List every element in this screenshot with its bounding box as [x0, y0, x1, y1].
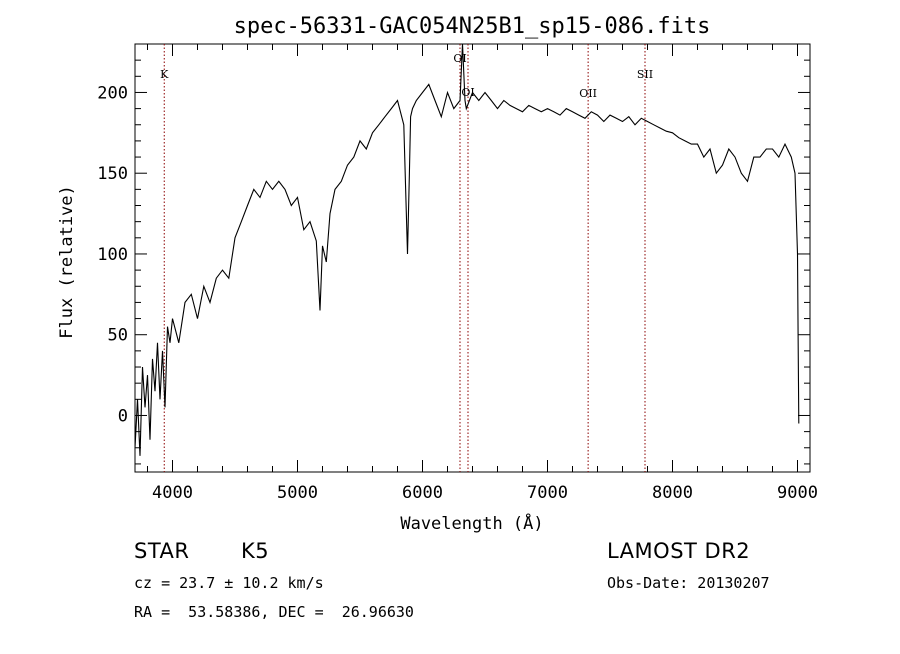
spectrum-line — [134, 43, 800, 456]
y-tick-label: 150 — [97, 164, 128, 184]
object-subclass: K5 — [241, 539, 270, 563]
x-tick-label: 6000 — [402, 483, 443, 503]
observation-date: Obs-Date: 20130207 — [607, 574, 770, 592]
y-tick-label: 200 — [97, 83, 128, 103]
y-axis-label: Flux (relative) — [57, 185, 77, 339]
y-tick-label: 50 — [108, 326, 128, 346]
y-tick-label: 0 — [118, 406, 128, 426]
plot-frame — [134, 43, 811, 473]
survey-name: LAMOST DR2 — [607, 539, 751, 563]
x-tick-label: 8000 — [652, 483, 693, 503]
emission-line-label: SII — [637, 68, 653, 81]
emission-line-label: K — [160, 68, 169, 81]
x-tick-label: 4000 — [152, 483, 193, 503]
emission-line-label: OI — [453, 52, 466, 65]
object-class: STAR — [134, 539, 190, 563]
coordinates: RA = 53.58386, DEC = 26.96630 — [134, 603, 414, 621]
plot-area: 4000 5000 6000 7000 8000 9000 0 50 100 150 200 K OI O… — [97, 43, 818, 503]
x-tick-label: 5000 — [277, 483, 318, 503]
y-tick-label: 100 — [97, 245, 128, 265]
chart-title: spec-56331-GAC054N25B1_sp15-086.fits — [234, 14, 711, 39]
x-tick-label: 7000 — [527, 483, 568, 503]
x-tick-label: 9000 — [777, 483, 818, 503]
emission-line-label: OII — [579, 87, 597, 100]
redshift-cz: cz = 23.7 ± 10.2 km/s — [134, 574, 324, 592]
x-axis-label: Wavelength (Å) — [400, 512, 543, 534]
